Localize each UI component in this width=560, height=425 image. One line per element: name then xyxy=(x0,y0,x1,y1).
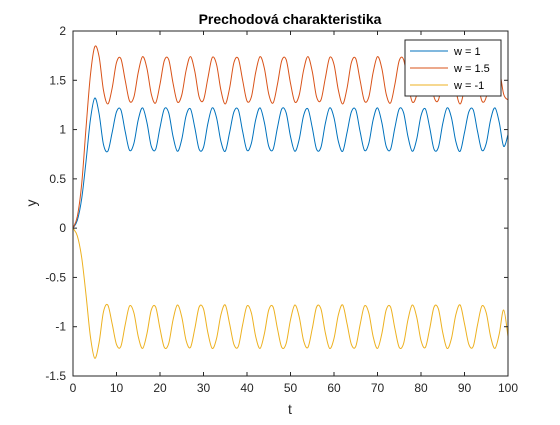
x-tick-label: 10 xyxy=(110,381,124,395)
y-tick-label: 2 xyxy=(59,24,66,38)
y-tick-label: 1 xyxy=(59,123,66,137)
y-tick-label: 1.5 xyxy=(49,73,66,87)
legend: w = 1 w = 1.5 w = -1 xyxy=(404,39,502,97)
x-tick-label: 50 xyxy=(284,381,298,395)
x-tick-label: 20 xyxy=(153,381,167,395)
x-tick-label: 30 xyxy=(197,381,211,395)
legend-label-1: w = 1.5 xyxy=(453,63,490,75)
series-line-2 xyxy=(72,227,509,359)
x-axis-label: t xyxy=(288,401,292,417)
y-tick-label: -0.5 xyxy=(45,270,66,284)
y-tick-label: 0 xyxy=(59,221,66,235)
x-tick-label: 100 xyxy=(498,381,518,395)
series-layer xyxy=(72,45,509,359)
legend-label-0: w = 1 xyxy=(453,46,481,58)
chart-title: Prechodová charakteristika xyxy=(199,11,382,27)
y-tick-label: -1 xyxy=(55,320,66,334)
legend-label-2: w = -1 xyxy=(453,80,484,92)
axes-layer: 0 10 20 30 40 50 60 70 80 90 100 -1.5 -1 -0.5 0 0.5 1 1.5… xyxy=(45,24,518,395)
series-line-0 xyxy=(72,97,509,229)
x-tick-label: 80 xyxy=(414,381,428,395)
x-tick-label: 0 xyxy=(70,381,77,395)
y-axis-label: y xyxy=(23,200,39,207)
y-tick-label: 0.5 xyxy=(49,172,66,186)
x-tick-label: 70 xyxy=(371,381,385,395)
y-tick-label: -1.5 xyxy=(45,369,66,383)
x-tick-label: 60 xyxy=(327,381,341,395)
series-line-1 xyxy=(72,45,509,229)
x-tick-label: 90 xyxy=(458,381,472,395)
x-tick-label: 40 xyxy=(240,381,254,395)
